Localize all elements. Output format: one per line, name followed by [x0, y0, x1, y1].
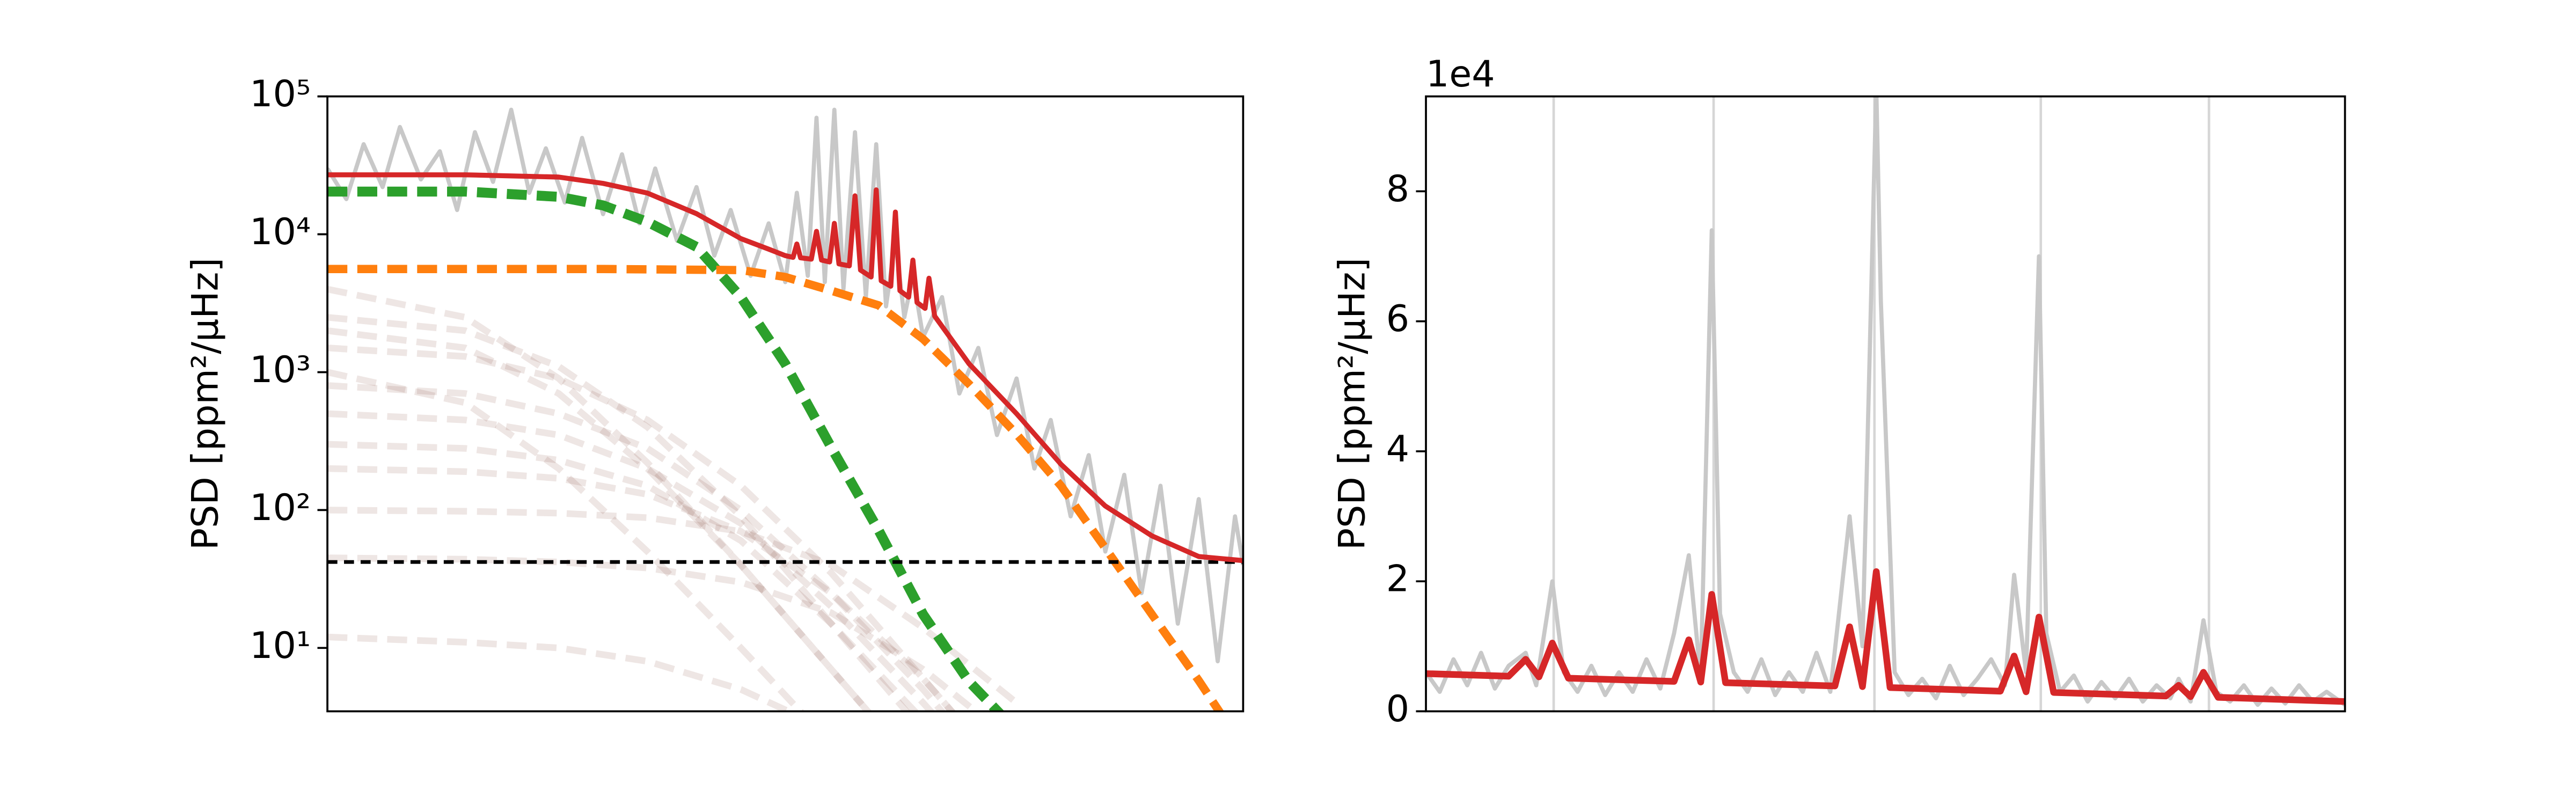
series-line	[327, 507, 1019, 706]
y-tick-label: 10⁵	[250, 73, 311, 115]
y-tick-label: 10²	[250, 487, 311, 529]
axes-frame	[326, 95, 1245, 713]
plot-area	[1426, 96, 2345, 712]
series-line	[327, 107, 1243, 664]
y-tick-label: 8	[1386, 168, 1409, 210]
plot-area	[327, 107, 1243, 712]
series-line	[327, 345, 956, 712]
series-line	[327, 633, 797, 712]
y-tick-label: 0	[1386, 688, 1409, 730]
y-tick-label: 2	[1386, 558, 1409, 601]
series-line	[327, 286, 873, 712]
series-line	[327, 314, 911, 712]
series-line	[327, 265, 1225, 712]
series-line	[327, 327, 873, 712]
y-tick-label: 10⁴	[250, 211, 311, 253]
series-line	[327, 186, 1005, 712]
y-tick-label: 4	[1386, 428, 1409, 470]
series-line	[1426, 568, 2345, 705]
axes-frame	[1425, 95, 2346, 713]
y-tick-label: 6	[1386, 298, 1409, 340]
series-line	[327, 382, 946, 712]
series-line	[327, 554, 981, 712]
y-axis-label: PSD [ppm²/μHz]	[1331, 258, 1373, 550]
y-axis-label: PSD [ppm²/μHz]	[185, 258, 227, 550]
series-line	[327, 465, 956, 712]
series-line	[327, 172, 1243, 564]
axis-offset-label: 1e4	[1426, 53, 1495, 96]
series-line	[327, 410, 935, 712]
series-line	[327, 441, 920, 712]
y-tick-label: 10¹	[250, 625, 311, 667]
y-tick-label: 10³	[250, 349, 311, 391]
series-line	[327, 369, 805, 712]
